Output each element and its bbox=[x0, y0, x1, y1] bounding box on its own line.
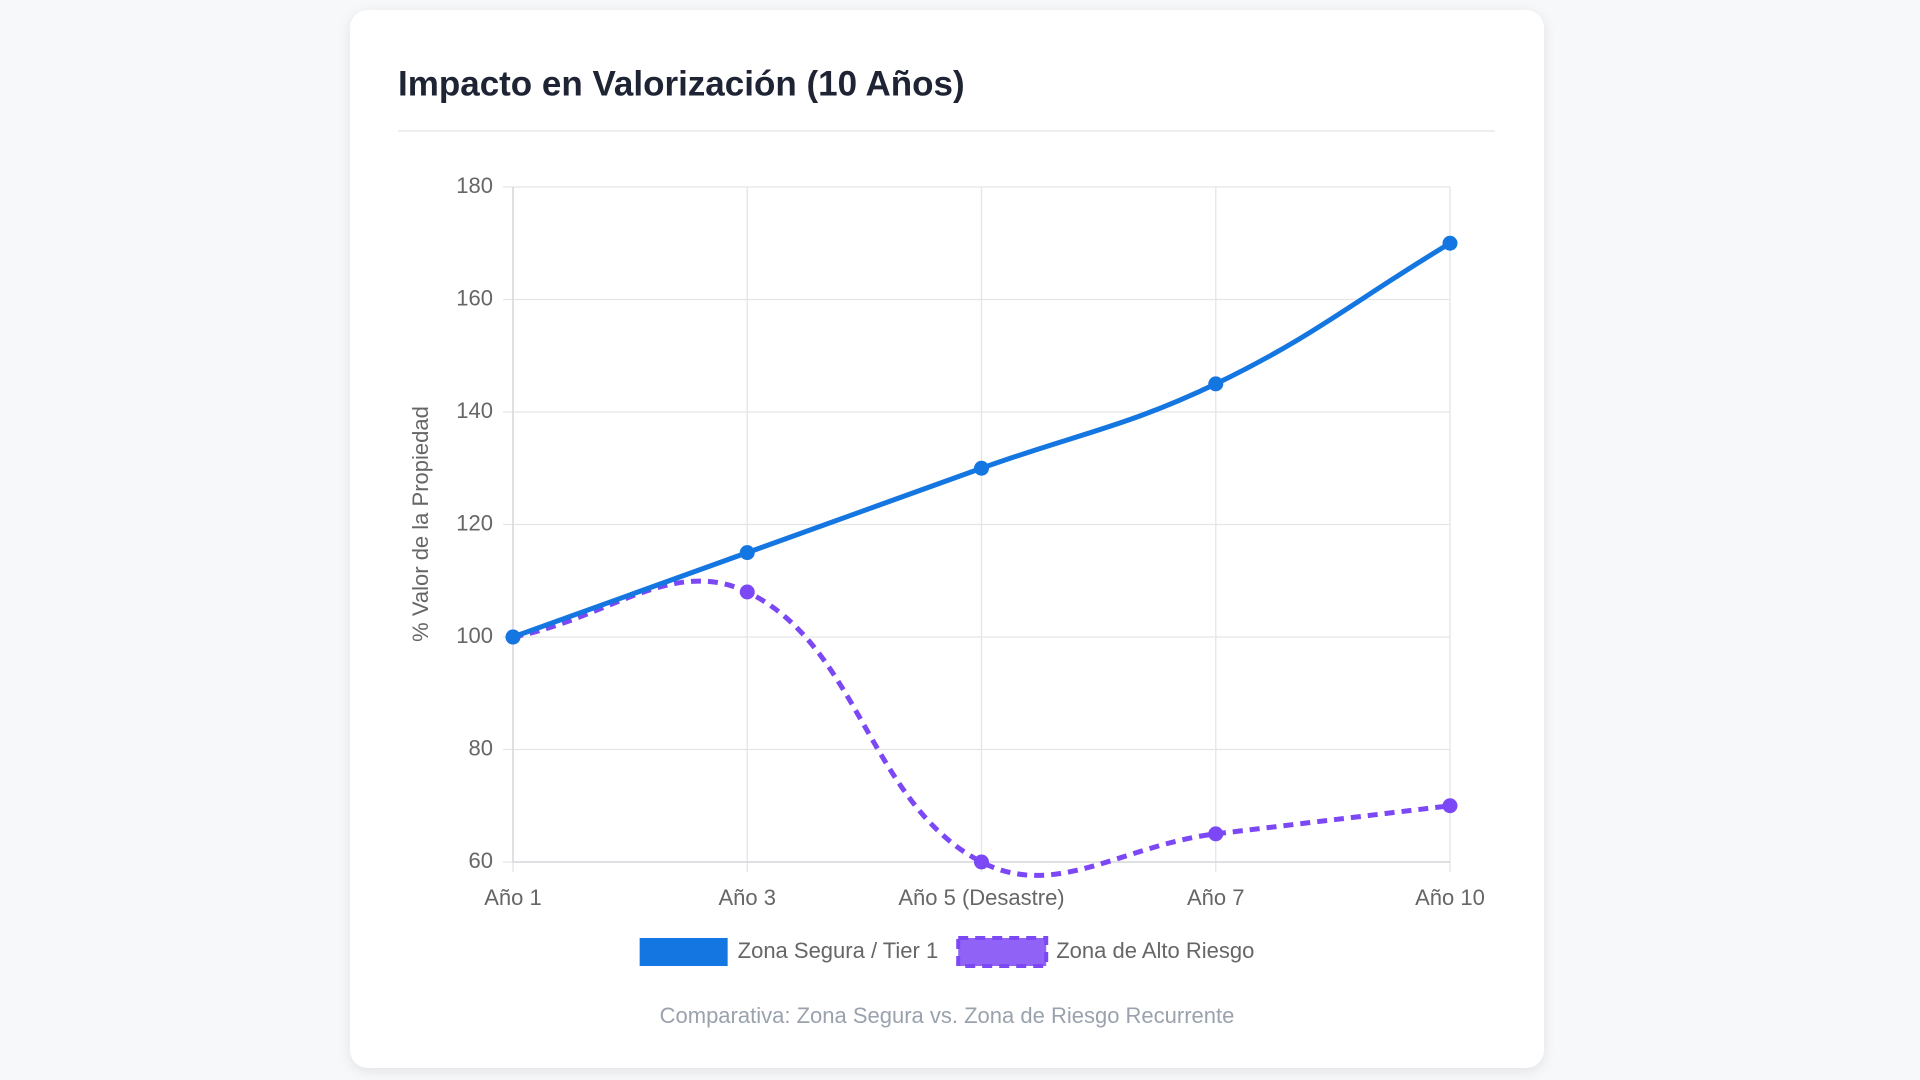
data-point bbox=[1442, 798, 1458, 814]
legend-swatch bbox=[956, 936, 1049, 968]
y-tick-label: 160 bbox=[456, 285, 493, 310]
data-point bbox=[1208, 376, 1224, 392]
legend-label: Zona de Alto Riesgo bbox=[1056, 938, 1254, 963]
y-tick-label: 60 bbox=[469, 848, 493, 873]
y-tick-label: 140 bbox=[456, 398, 493, 423]
data-point bbox=[974, 854, 989, 870]
series-line bbox=[512, 578, 1451, 878]
x-tick-label: Año 1 bbox=[484, 885, 542, 910]
legend-label: Zona Segura / Tier 1 bbox=[738, 938, 939, 963]
y-tick-label: 120 bbox=[456, 510, 493, 535]
x-tick-label: Año 5 (Desastre) bbox=[898, 885, 1064, 910]
y-axis-label: % Valor de la Propiedad bbox=[408, 406, 433, 642]
y-tick-label: 100 bbox=[456, 623, 493, 648]
card bbox=[350, 10, 1544, 1068]
data-point bbox=[505, 629, 521, 645]
data-point bbox=[739, 584, 755, 600]
x-tick-label: Año 10 bbox=[1415, 885, 1485, 910]
legend-swatch bbox=[639, 938, 728, 966]
x-tick-label: Año 7 bbox=[1187, 885, 1245, 910]
data-point bbox=[1208, 826, 1224, 842]
data-point bbox=[739, 545, 755, 561]
footnote: Comparativa: Zona Segura vs. Zona de Rie… bbox=[660, 1003, 1235, 1028]
y-tick-label: 180 bbox=[456, 173, 493, 198]
chart-title: Impacto en Valorización (10 Años) bbox=[398, 64, 965, 103]
y-tick-label: 80 bbox=[469, 735, 493, 760]
data-point bbox=[974, 460, 989, 476]
x-tick-label: Año 3 bbox=[719, 885, 777, 910]
data-point bbox=[1442, 235, 1458, 251]
